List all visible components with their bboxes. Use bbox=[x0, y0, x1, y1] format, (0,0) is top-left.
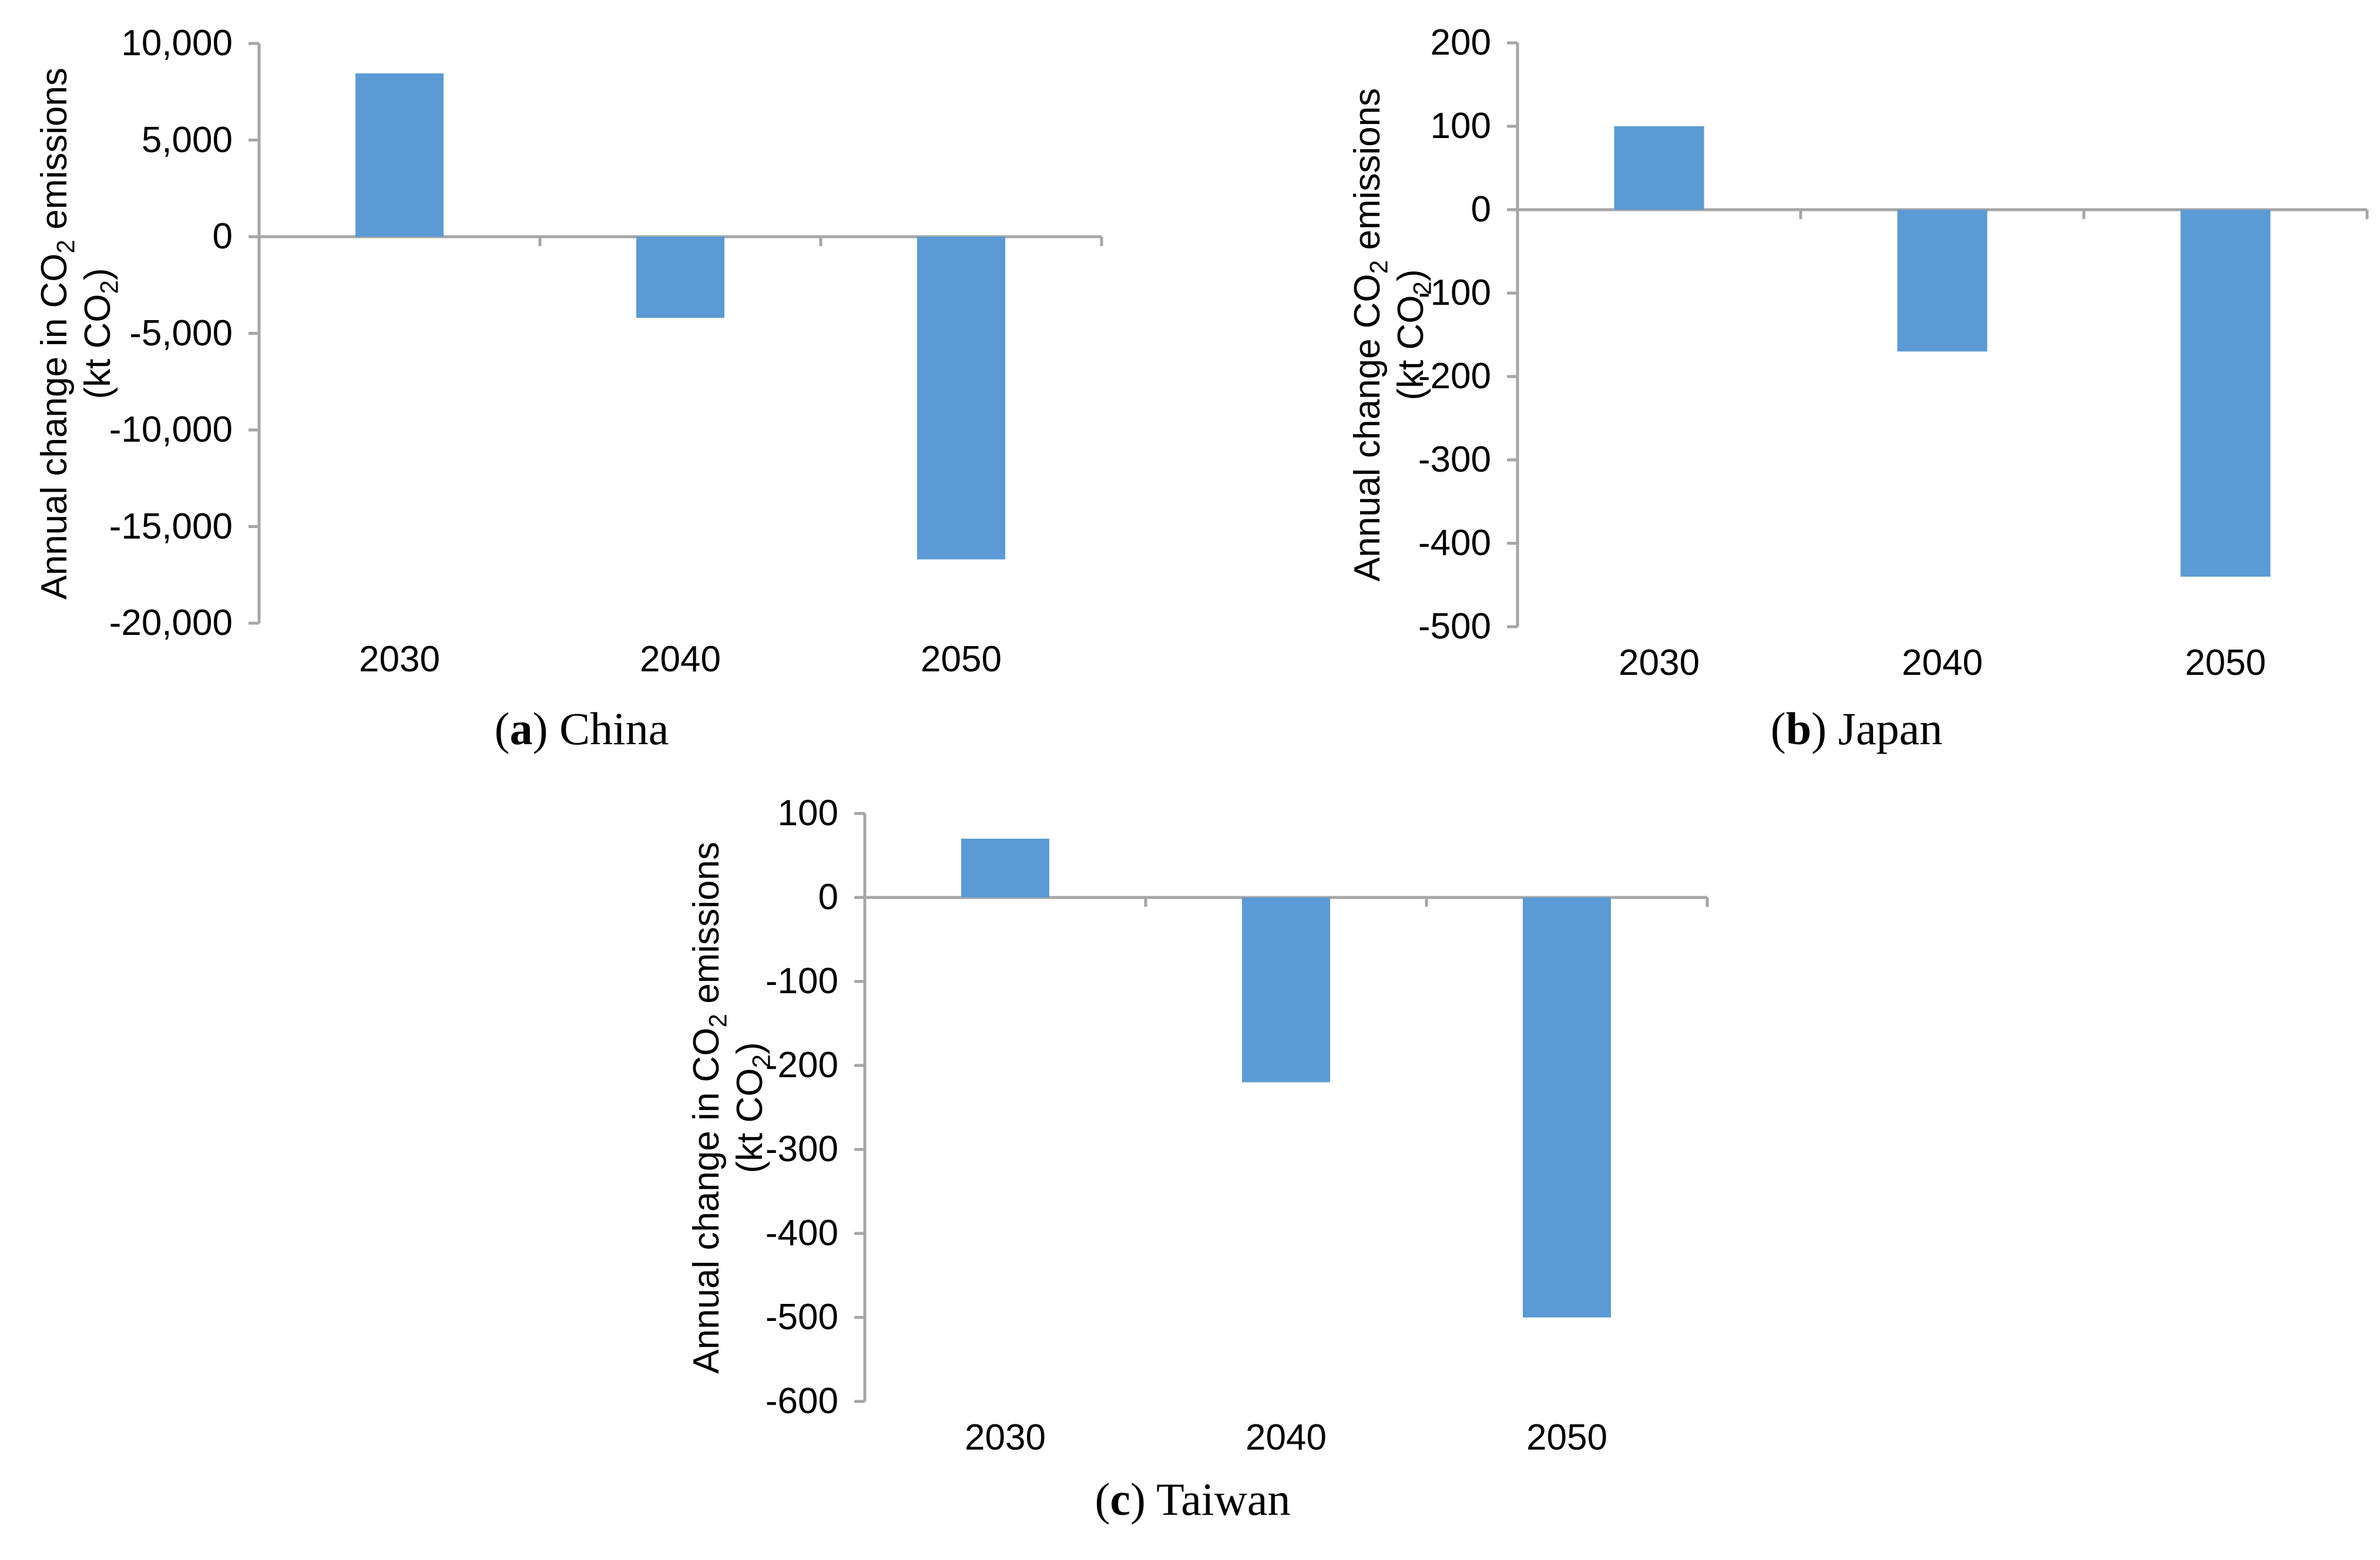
x-tick-label: 2040 bbox=[1902, 643, 1983, 683]
y-tick-label: -100 bbox=[765, 961, 838, 1001]
x-tick-label: 2050 bbox=[921, 639, 1002, 680]
y-tick-label: 5,000 bbox=[141, 119, 233, 160]
bar bbox=[636, 237, 724, 318]
x-tick-label: 2050 bbox=[1526, 1417, 1607, 1458]
y-tick-label: 0 bbox=[212, 216, 233, 257]
chart-caption: (b) Japan bbox=[1770, 703, 1943, 754]
bar bbox=[355, 73, 444, 237]
y-tick-label: 200 bbox=[1430, 22, 1491, 63]
y-axis-title: Annual change CO2 emissions (kt CO2) bbox=[1347, 88, 1436, 582]
y-tick-label: 0 bbox=[1471, 189, 1491, 230]
y-tick-label: -15,000 bbox=[109, 506, 233, 547]
x-tick-label: 2030 bbox=[965, 1417, 1046, 1458]
y-tick-label: 10,000 bbox=[121, 23, 233, 63]
bar bbox=[1897, 210, 1988, 352]
y-tick-label: -10,000 bbox=[109, 409, 233, 450]
bar bbox=[917, 237, 1005, 560]
y-axis-title: Annual change in CO2 emissions (kt CO2) bbox=[686, 841, 776, 1374]
y-tick-label: -500 bbox=[765, 1297, 838, 1337]
x-tick-label: 2050 bbox=[2185, 643, 2266, 683]
y-tick-label: -5,000 bbox=[129, 312, 233, 354]
y-tick-label: -500 bbox=[1418, 606, 1491, 647]
y-axis-title: Annual change in CO2 emissions (kt CO2) bbox=[34, 67, 123, 600]
chart-caption: (a) China bbox=[494, 703, 669, 754]
x-tick-label: 2030 bbox=[359, 639, 440, 680]
y-tick-label: 0 bbox=[818, 877, 838, 917]
x-tick-label: 2040 bbox=[1246, 1417, 1327, 1458]
y-tick-label: 100 bbox=[777, 793, 838, 833]
y-tick-label: -300 bbox=[765, 1129, 838, 1169]
y-tick-label: -400 bbox=[765, 1213, 838, 1253]
y-tick-label: -200 bbox=[1418, 356, 1491, 396]
y-tick-label: -100 bbox=[1418, 273, 1491, 313]
y-tick-label: -600 bbox=[765, 1381, 838, 1421]
y-tick-label: -200 bbox=[765, 1045, 838, 1085]
x-tick-label: 2030 bbox=[1619, 643, 1700, 683]
y-tick-label: -400 bbox=[1418, 523, 1491, 563]
chart-caption: (c) Taiwan bbox=[1095, 1474, 1291, 1525]
y-tick-label: -300 bbox=[1418, 439, 1491, 480]
bar bbox=[1242, 897, 1330, 1082]
y-tick-label: 100 bbox=[1430, 106, 1491, 146]
x-tick-label: 2040 bbox=[640, 639, 721, 680]
bar bbox=[1523, 897, 1611, 1317]
bar bbox=[1614, 126, 1704, 210]
bar bbox=[961, 838, 1049, 897]
bar bbox=[2180, 210, 2271, 577]
y-tick-label: -20,000 bbox=[109, 603, 233, 643]
